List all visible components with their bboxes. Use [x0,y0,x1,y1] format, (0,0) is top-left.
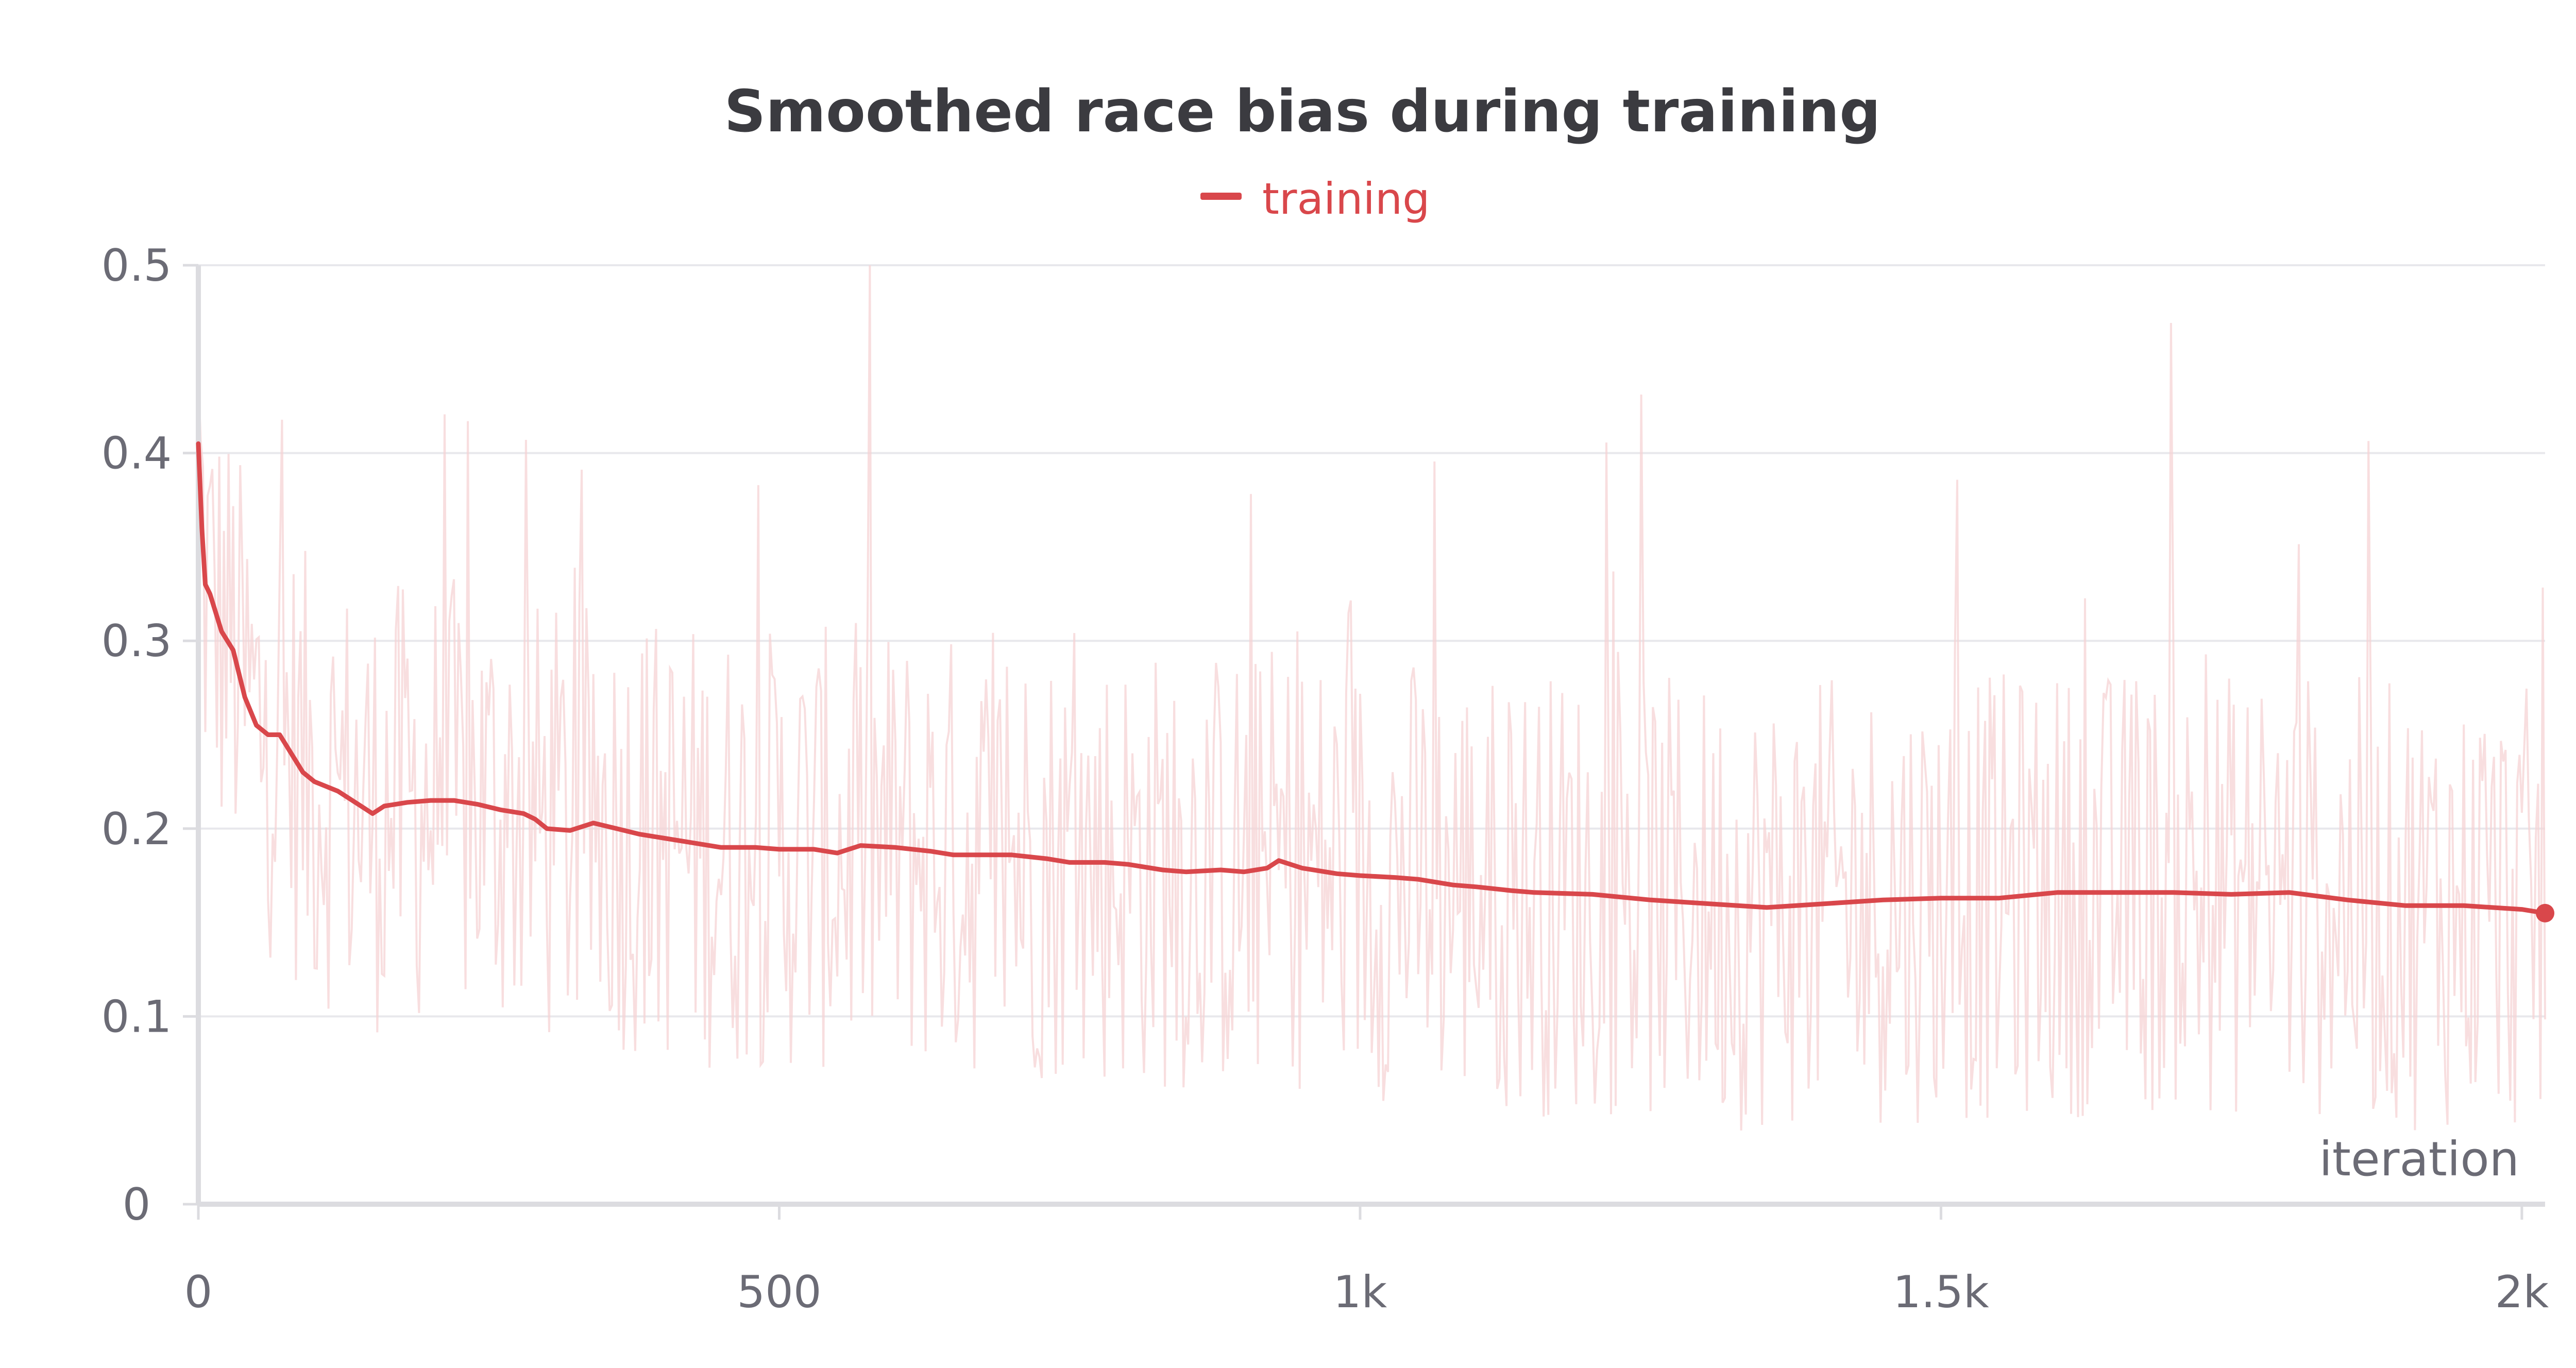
y-tick-label: 0.1 [101,991,172,1042]
y-tick-label: 0.4 [101,428,172,480]
raw-series-line-training [197,265,2546,1131]
x-tick-label: 500 [737,1267,821,1318]
smoothed-series-line-training [196,441,2548,916]
chart-title: Smoothed race bias during training [724,78,1881,145]
legend-swatch-training [1200,193,1242,200]
legend[interactable]: training [1200,174,1430,224]
x-tick-label: 1k [1333,1267,1387,1318]
x-tick-label: 1.5k [1893,1267,1989,1318]
raw-series-layer [197,265,2546,1131]
y-tick-labels: 0 0.1 0.2 0.3 0.4 0.5 [101,240,198,1230]
x-tick-labels: 0 500 1k 1.5k 2k [184,1204,2549,1318]
axes [196,265,2545,1207]
y-tick-label: 0.5 [101,240,172,292]
y-tick-label: 0.3 [101,615,172,667]
series-end-point[interactable] [2536,903,2554,922]
legend-label-training: training [1262,174,1430,224]
x-tick-label: 0 [184,1267,213,1318]
x-tick-label: 2k [2495,1267,2549,1318]
y-tick-label: 0.2 [101,803,172,855]
y-tick-label: 0 [123,1179,151,1230]
x-axis-label: iteration [2319,1132,2519,1187]
